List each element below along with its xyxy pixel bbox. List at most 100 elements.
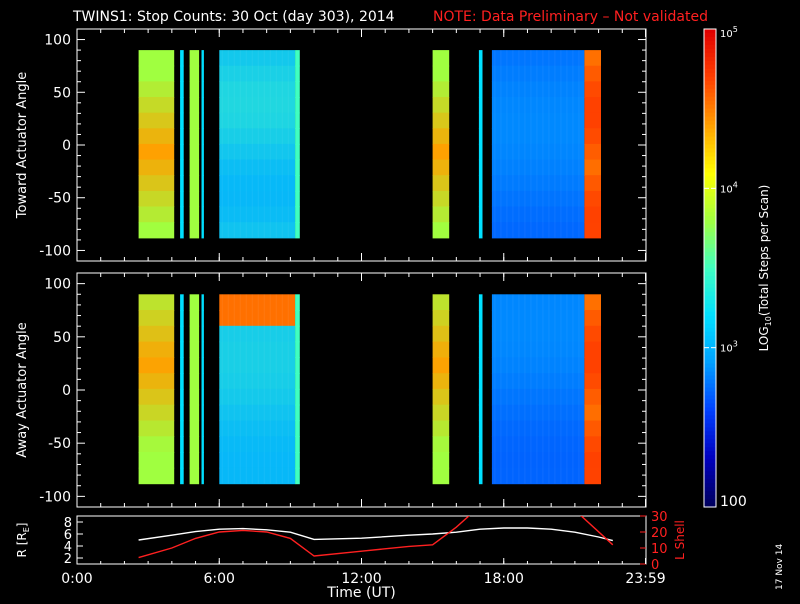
heat-cell (295, 373, 300, 390)
colorbar-cell (704, 351, 716, 357)
figure-title: TWINS1: Stop Counts: 30 Oct (day 303), 2… (72, 9, 395, 25)
heat-cell (189, 206, 200, 223)
heat-cell (478, 467, 483, 485)
heat-block (180, 50, 184, 239)
heat-cell (201, 452, 204, 469)
heat-cell (189, 404, 200, 422)
heat-cell (189, 159, 200, 176)
x-tick-label: 18:00 (484, 571, 524, 587)
x-tick-label: 6:00 (204, 571, 235, 587)
colorbar-cell (704, 339, 716, 345)
y-tick-label: 8 (64, 516, 72, 531)
y-tick-label: -50 (48, 191, 71, 207)
colorbar-cell (704, 435, 716, 440)
heat-cell (295, 325, 300, 343)
heat-cell (219, 341, 296, 358)
heat-cell (201, 222, 204, 239)
heat-cell (584, 420, 601, 437)
heat-cell (491, 310, 585, 327)
colorbar-cell (704, 64, 716, 70)
heat-cell (584, 222, 601, 239)
heat-cell (180, 175, 184, 192)
heat-cell (432, 388, 450, 406)
colorbar-cell (704, 80, 716, 86)
heat-cell (180, 341, 184, 358)
heat-cell (201, 190, 204, 208)
heat-cell (491, 325, 585, 343)
heat-cell (201, 206, 204, 223)
heat-cell (491, 341, 585, 358)
heat-block (584, 294, 601, 485)
colorbar-cell (704, 427, 716, 432)
heat-cell (584, 357, 601, 374)
heat-cell (432, 294, 450, 311)
colorbar-cell (704, 228, 716, 233)
heat-cell (189, 112, 200, 129)
colorbar-cell (704, 387, 716, 393)
heat-cell (491, 175, 585, 192)
colorbar-cell (704, 136, 716, 142)
heat-cell (432, 81, 450, 98)
heat-cell (189, 190, 200, 208)
heat-cell (584, 341, 601, 358)
colorbar-cell (704, 88, 716, 94)
heat-cell (201, 294, 204, 311)
plot-date-stamp: 17 Nov 14 (775, 544, 785, 590)
colorbar-cell (704, 419, 716, 424)
colorbar-cell (704, 236, 716, 241)
heat-cell (219, 175, 296, 192)
colorbar-cell (704, 451, 716, 456)
heat-cell (584, 128, 601, 145)
colorbar-cell (704, 176, 716, 181)
colorbar-cell (704, 188, 716, 193)
heat-cell (584, 112, 601, 129)
colorbar-cell (704, 415, 716, 420)
heat-cell (219, 81, 296, 98)
colorbar-cell (704, 395, 716, 401)
heat-cell (584, 467, 601, 485)
colorbar-cell (704, 200, 716, 205)
colorbar-cell (704, 164, 716, 169)
heat-cell (478, 143, 483, 161)
heat-cell (295, 159, 300, 176)
colorbar-cell (704, 323, 716, 329)
heat-cell (138, 420, 175, 437)
heat-cell (219, 294, 296, 311)
heat-cell (584, 97, 601, 114)
colorbar-cell (704, 108, 716, 114)
heat-cell (201, 310, 204, 327)
heat-cell (201, 436, 204, 453)
colorbar: 105 104 103 100 LOG10(Total Steps per Scan) (703, 25, 773, 510)
heat-cell (219, 128, 296, 145)
heat-cell (295, 50, 300, 67)
heat-cell (138, 310, 175, 327)
heat-block (201, 50, 204, 239)
away-panel: 100 50 0 -50 -100 Away Actuator Angle (15, 272, 647, 508)
heat-cell (584, 81, 601, 98)
colorbar-cell (704, 291, 716, 297)
y-tick-label: -100 (39, 489, 71, 505)
heat-cell (180, 310, 184, 327)
heat-cell (138, 112, 175, 129)
colorbar-cell (704, 44, 716, 50)
heat-cell (138, 222, 175, 239)
heat-cell (138, 357, 175, 374)
colorbar-cell (704, 220, 716, 225)
heat-block (138, 294, 175, 485)
y-axis-label: Toward Actuator Angle (15, 72, 30, 219)
colorbar-cell (704, 168, 716, 173)
heat-cell (189, 388, 200, 406)
heat-cell (295, 97, 300, 114)
heat-block (189, 294, 200, 485)
heat-block (491, 294, 585, 485)
heat-cell (219, 467, 296, 485)
colorbar-cell (704, 311, 716, 317)
colorbar-cell (704, 252, 716, 257)
colorbar-tick-label: 100 (720, 494, 747, 510)
heat-cell (478, 310, 483, 327)
heat-cell (201, 97, 204, 114)
heat-cell (432, 420, 450, 437)
colorbar-cell (704, 180, 716, 185)
colorbar-cell (704, 120, 716, 126)
